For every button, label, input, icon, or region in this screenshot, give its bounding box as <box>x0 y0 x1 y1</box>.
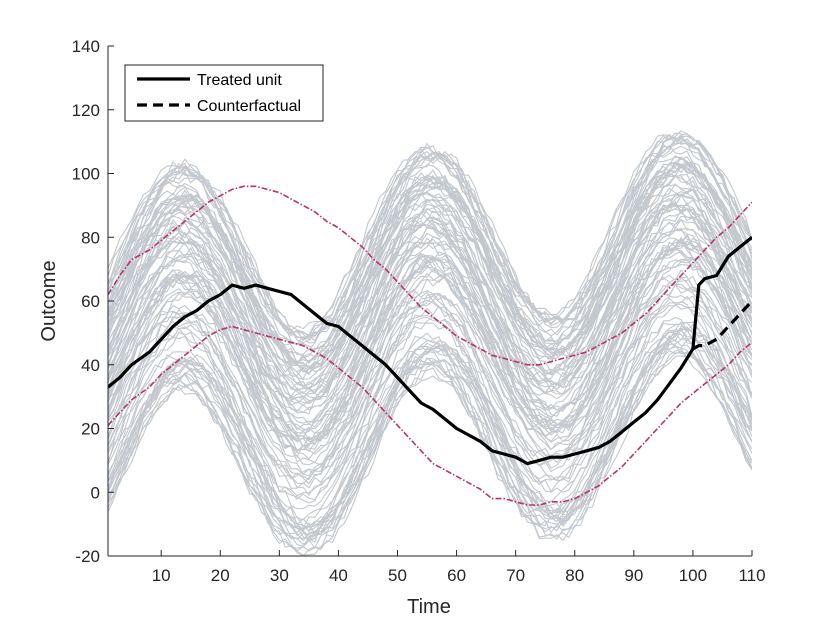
donor-lines <box>108 130 752 556</box>
x-tick-label: 10 <box>152 566 171 585</box>
donor-line <box>108 145 752 352</box>
donor-line <box>108 228 752 432</box>
donor-line <box>108 275 752 477</box>
donor-line <box>108 212 752 414</box>
donor-line <box>108 237 752 443</box>
axes <box>107 45 753 557</box>
donor-line <box>108 249 752 452</box>
highlight-line-1 <box>108 185 752 366</box>
x-tick-label: 110 <box>738 566 765 585</box>
x-tick-label: 30 <box>270 566 289 585</box>
donor-line <box>108 237 752 442</box>
donor-line <box>108 339 752 540</box>
x-tick-label: 100 <box>679 566 707 585</box>
donor-line <box>108 328 752 538</box>
x-tick-label: 60 <box>447 566 466 585</box>
treated-unit-line <box>108 236 752 466</box>
donor-line <box>108 215 752 428</box>
donor-line <box>108 132 752 331</box>
series-lines <box>108 236 752 466</box>
donor-line <box>108 294 752 496</box>
donor-line <box>108 163 752 373</box>
x-tick-label: 40 <box>329 566 348 585</box>
y-tick-label: 80 <box>81 228 100 247</box>
donor-line <box>108 144 752 351</box>
donor-line <box>108 238 752 443</box>
donor-line <box>108 321 752 530</box>
y-tick-label: -20 <box>75 547 100 566</box>
donor-line <box>108 134 752 345</box>
x-tick-label: 50 <box>388 566 407 585</box>
donor-line <box>108 160 752 363</box>
x-tick-label: 80 <box>565 566 584 585</box>
x-tick-label: 70 <box>506 566 525 585</box>
x-tick-label: 90 <box>624 566 643 585</box>
donor-line <box>108 174 752 377</box>
donor-line <box>108 258 752 466</box>
donor-line <box>108 355 752 556</box>
legend-label-treated: Treated unit <box>197 72 282 89</box>
legend: Treated unit Counterfactual <box>124 64 324 122</box>
donor-line <box>108 134 752 336</box>
y-tick-label: 20 <box>81 420 100 439</box>
donor-line <box>108 297 752 497</box>
highlight-lines <box>108 185 752 506</box>
tick-labels: 10 20 30 40 50 60 70 80 90 100 110 -20 0 20 40 60 80 100 1… <box>72 37 766 585</box>
donor-line <box>108 246 752 451</box>
y-tick-label: 120 <box>72 101 100 120</box>
x-tick-label: 20 <box>211 566 230 585</box>
y-tick-label: 60 <box>81 292 100 311</box>
donor-line <box>108 156 752 363</box>
y-tick-label: 0 <box>91 483 100 502</box>
y-tick-label: 140 <box>72 37 100 56</box>
x-axis-label: Time <box>407 596 451 618</box>
y-tick-label: 100 <box>72 165 100 184</box>
donor-line <box>108 352 752 556</box>
legend-label-counterfactual: Counterfactual <box>197 98 301 115</box>
legend-box <box>124 64 324 122</box>
donor-line <box>108 264 752 466</box>
donor-line <box>108 325 752 536</box>
donor-line <box>108 300 752 504</box>
y-tick-label: 40 <box>81 356 100 375</box>
donor-line <box>108 344 752 549</box>
donor-line <box>108 350 752 547</box>
donor-line <box>108 269 752 481</box>
donor-line <box>108 328 752 542</box>
y-axis-label: Outcome <box>38 260 60 341</box>
donor-line <box>108 189 752 395</box>
donor-line <box>108 283 752 489</box>
donor-line <box>108 165 752 369</box>
donor-line <box>108 282 752 485</box>
donor-line <box>108 303 752 510</box>
highlight-line-2 <box>108 325 752 506</box>
donor-line <box>108 194 752 399</box>
donor-line <box>108 208 752 413</box>
counterfactual-line <box>692 299 752 351</box>
